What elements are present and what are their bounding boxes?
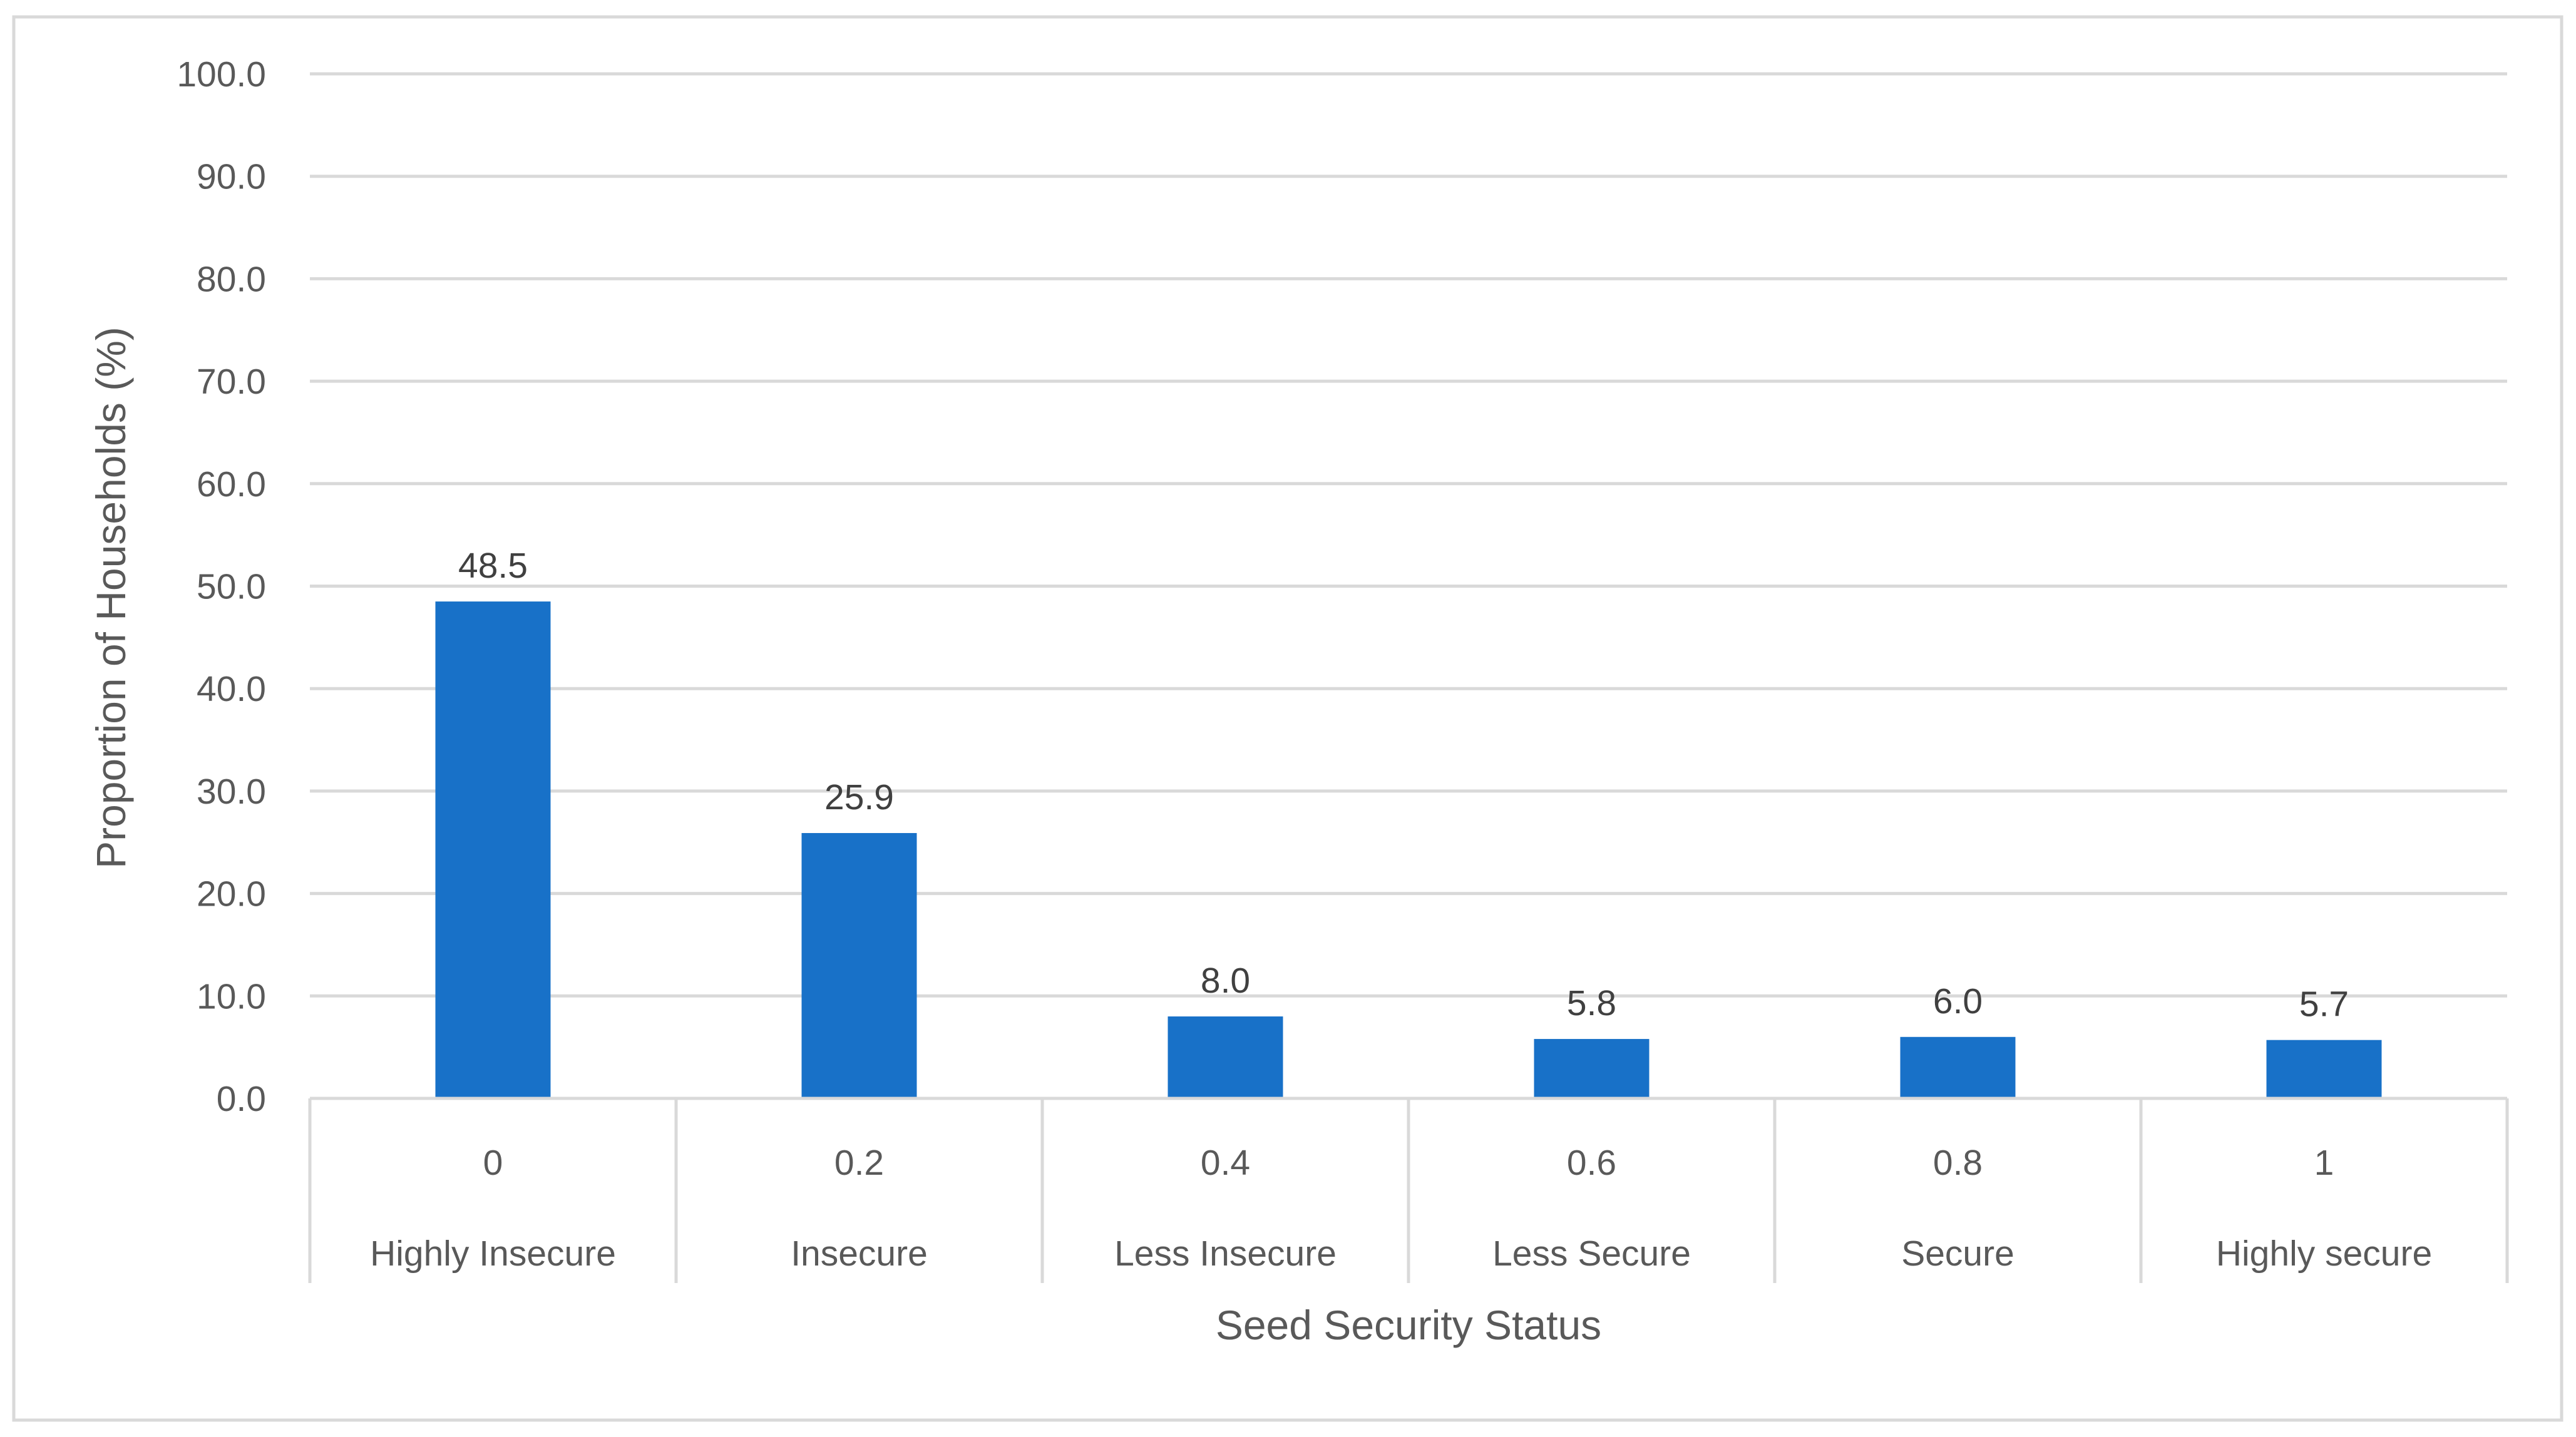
x-category-label: Less Secure — [1492, 1234, 1691, 1274]
x-tick-value: 0 — [483, 1143, 503, 1183]
y-tick-label: 20.0 — [197, 874, 266, 914]
bar — [1534, 1039, 1650, 1098]
bars — [435, 601, 2382, 1098]
x-tick-value: 0.6 — [1567, 1143, 1616, 1183]
y-tick-label: 70.0 — [197, 362, 266, 402]
x-axis-title: Seed Security Status — [1216, 1302, 1601, 1348]
x-tick-value: 1 — [2314, 1143, 2334, 1183]
data-labels: 48.5 25.9 8.0 5.8 6.0 5.7 — [458, 546, 2349, 1025]
x-tick-value: 0.4 — [1201, 1143, 1250, 1183]
x-category-label: Secure — [1901, 1234, 2014, 1274]
x-axis: 0 Highly Insecure 0.2 Insecure 0.4 Less Insec… — [308, 1097, 2509, 1283]
data-label: 48.5 — [458, 546, 528, 586]
y-tick-label: 10.0 — [197, 976, 266, 1016]
x-tick-value: 0.2 — [834, 1143, 884, 1183]
bar — [2266, 1040, 2382, 1098]
x-category-label: Highly Insecure — [370, 1234, 616, 1274]
y-tick-label: 0.0 — [217, 1079, 266, 1119]
x-category-label: Insecure — [791, 1234, 928, 1274]
y-tick-label: 90.0 — [197, 157, 266, 197]
y-tick-label: 60.0 — [197, 464, 266, 504]
data-label: 8.0 — [1201, 961, 1250, 1001]
data-label: 5.7 — [2299, 984, 2349, 1025]
bar — [1900, 1036, 2016, 1098]
bar — [435, 601, 551, 1098]
bar — [1167, 1016, 1283, 1098]
gridlines — [310, 72, 2507, 1100]
y-tick-label: 30.0 — [197, 772, 266, 812]
y-tick-label: 50.0 — [197, 567, 266, 607]
y-tick-label: 80.0 — [197, 259, 266, 299]
data-label: 25.9 — [824, 777, 894, 817]
data-label: 6.0 — [1933, 981, 1983, 1021]
chart-frame — [12, 15, 2563, 1422]
y-tick-labels: 0.0 10.0 20.0 30.0 40.0 50.0 60.0 70.0 80.0 90.0 1… — [177, 54, 266, 1119]
y-tick-label: 100.0 — [177, 54, 266, 95]
y-axis-title: Proportion of Households (%) — [88, 327, 134, 869]
y-tick-label: 40.0 — [197, 669, 266, 709]
x-category-label: Less Insecure — [1114, 1234, 1337, 1274]
data-label: 5.8 — [1567, 983, 1616, 1023]
x-tick-value: 0.8 — [1933, 1143, 1983, 1183]
bar — [801, 833, 917, 1098]
x-category-label: Highly secure — [2216, 1234, 2432, 1274]
